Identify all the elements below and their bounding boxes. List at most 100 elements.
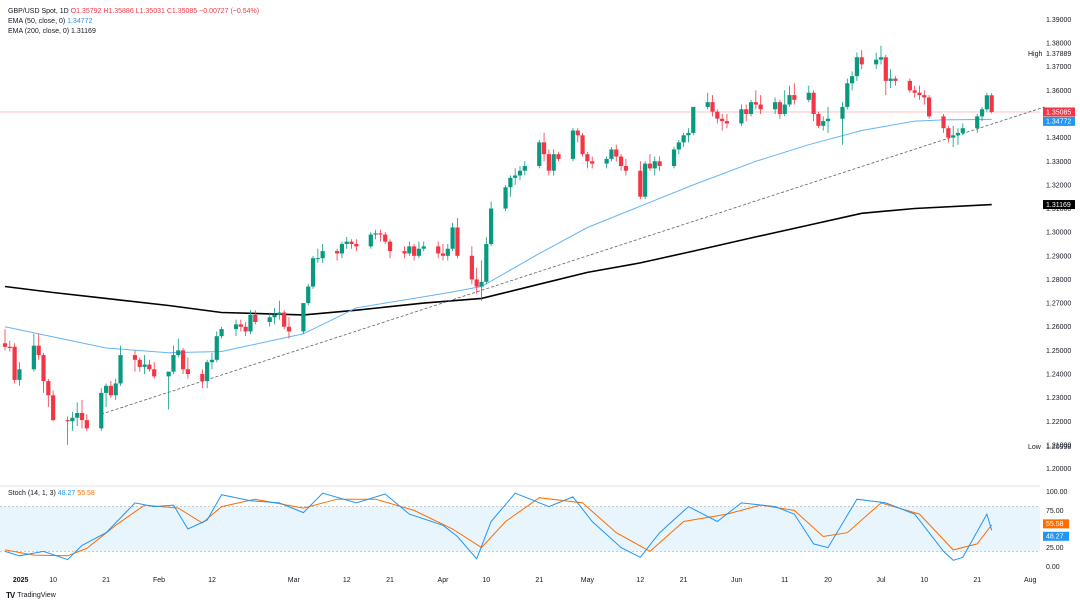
- candle-body: [517, 170, 523, 176]
- candle-body: [585, 154, 590, 162]
- ema50-value: 1.34772: [67, 18, 93, 25]
- candle-body: [604, 158, 609, 164]
- candle-body: [484, 244, 489, 282]
- stoch-tick-label: 100.00: [1046, 489, 1068, 496]
- candle-body: [878, 57, 884, 60]
- candle-body: [927, 97, 932, 117]
- candle-body: [142, 364, 147, 367]
- candle-body: [989, 95, 994, 112]
- candle-body: [474, 279, 479, 287]
- price-tick-label: 1.28000: [1046, 277, 1071, 284]
- time-tick-label: Jul: [877, 577, 886, 584]
- candle-body: [147, 364, 152, 370]
- candle-body: [681, 135, 686, 143]
- svg-text:1.31169: 1.31169: [1046, 202, 1071, 209]
- tradingview-footer[interactable]: TV TradingView: [6, 591, 56, 600]
- time-tick-label: 20: [824, 577, 832, 584]
- candle-body: [479, 281, 484, 287]
- stoch-tick-label: 0.00: [1046, 564, 1060, 571]
- trendline: [101, 106, 1045, 415]
- candle-body: [407, 246, 412, 254]
- ema200-line-group: [4, 203, 992, 316]
- candle-body: [209, 359, 215, 363]
- candle-body: [46, 381, 51, 396]
- price-tick-label: 1.27000: [1046, 301, 1071, 308]
- candle-body: [301, 303, 306, 332]
- stoch-label[interactable]: Stoch (14, 1, 3): [8, 490, 56, 497]
- candle-body: [320, 251, 325, 259]
- candle-body: [922, 95, 927, 98]
- candle-body: [522, 166, 527, 171]
- candle-body: [373, 233, 378, 235]
- time-tick-label: 21: [680, 577, 688, 584]
- candle-body: [657, 161, 662, 166]
- candle-body: [219, 329, 224, 337]
- candle-body: [907, 80, 912, 91]
- candle-body: [214, 336, 219, 360]
- time-tick-label: Feb: [153, 577, 165, 584]
- candle-body: [676, 142, 681, 150]
- candle-body: [267, 317, 272, 322]
- price-tick-label: 1.25000: [1046, 348, 1071, 355]
- stoch-tick-label: 75.00: [1046, 508, 1064, 515]
- candle-body: [7, 346, 12, 348]
- candle-body: [575, 130, 580, 136]
- candle-body: [315, 258, 320, 260]
- change-value: −0.00727 (−0.54%): [199, 8, 260, 15]
- tradingview-brand[interactable]: TradingView: [17, 592, 56, 599]
- candle-body: [979, 109, 985, 117]
- candle-body: [75, 413, 80, 418]
- candle-body: [941, 116, 946, 129]
- candle-body: [108, 385, 113, 396]
- stoch-k-badge: 48.27: [1043, 531, 1069, 541]
- price-tick-label: 1.36000: [1046, 88, 1071, 95]
- time-tick-label: May: [581, 577, 595, 584]
- candle-body: [436, 246, 441, 254]
- candle-body: [647, 163, 653, 169]
- stoch-legend[interactable]: Stoch (14, 1, 3) 48.27 55.58: [8, 489, 95, 498]
- candle-body: [103, 385, 109, 393]
- candle-body: [368, 234, 373, 247]
- candle-body: [609, 149, 614, 159]
- candle-body: [51, 395, 56, 421]
- candle-body: [489, 208, 494, 244]
- candle-body: [137, 359, 142, 367]
- candle-body: [787, 95, 792, 105]
- candles: [2, 45, 994, 445]
- price-axis[interactable]: 1.390001.380001.370001.360001.350001.340…: [1046, 17, 1071, 473]
- candle-body: [955, 132, 961, 136]
- candle-body: [70, 417, 75, 422]
- ema200-line: [4, 203, 992, 316]
- time-axis[interactable]: 2025 10 21 Feb 12 Mar 12 21 Apr 10 21 May 12 21 Jun 11 2…: [13, 577, 1037, 584]
- candle-body: [171, 355, 176, 372]
- stoch-band: [0, 506, 1040, 552]
- candle-body: [883, 57, 888, 81]
- low-value: 1.20998: [1046, 444, 1071, 451]
- candle-body: [570, 130, 576, 159]
- ema200-legend[interactable]: EMA (200, close, 0) 1.31169: [8, 27, 96, 36]
- candle-body: [306, 286, 311, 304]
- symbol-legend[interactable]: GBP/USD Spot, 1D O1.35792 H1.35886 L1.35…: [8, 7, 259, 16]
- candle-body: [705, 102, 710, 107]
- candle-body: [816, 114, 821, 126]
- candle-body: [185, 369, 190, 374]
- candle-body: [503, 187, 508, 209]
- candle-body: [744, 109, 749, 114]
- symbol-name[interactable]: GBP/USD Spot, 1D: [8, 8, 69, 15]
- time-tick-label: 21: [973, 577, 981, 584]
- candle-body: [845, 83, 850, 107]
- ema200-label[interactable]: EMA (200, close, 0): [8, 28, 70, 35]
- ema50-legend[interactable]: EMA (50, close, 0) 1.34772: [8, 17, 92, 26]
- price-tick-label: 1.34000: [1046, 135, 1071, 142]
- ema200-value: 1.31169: [71, 28, 96, 35]
- high-value-legend: H1.35886: [103, 8, 134, 15]
- price-tick-label: 1.23000: [1046, 395, 1071, 402]
- candle-body: [412, 246, 417, 256]
- candle-body: [975, 116, 980, 129]
- stoch-d-badge: 55.58: [1043, 519, 1069, 529]
- time-tick-label: Aug: [1024, 577, 1037, 584]
- candle-body: [84, 420, 89, 429]
- ema50-label[interactable]: EMA (50, close, 0): [8, 18, 66, 25]
- time-tick-label: 12: [343, 577, 351, 584]
